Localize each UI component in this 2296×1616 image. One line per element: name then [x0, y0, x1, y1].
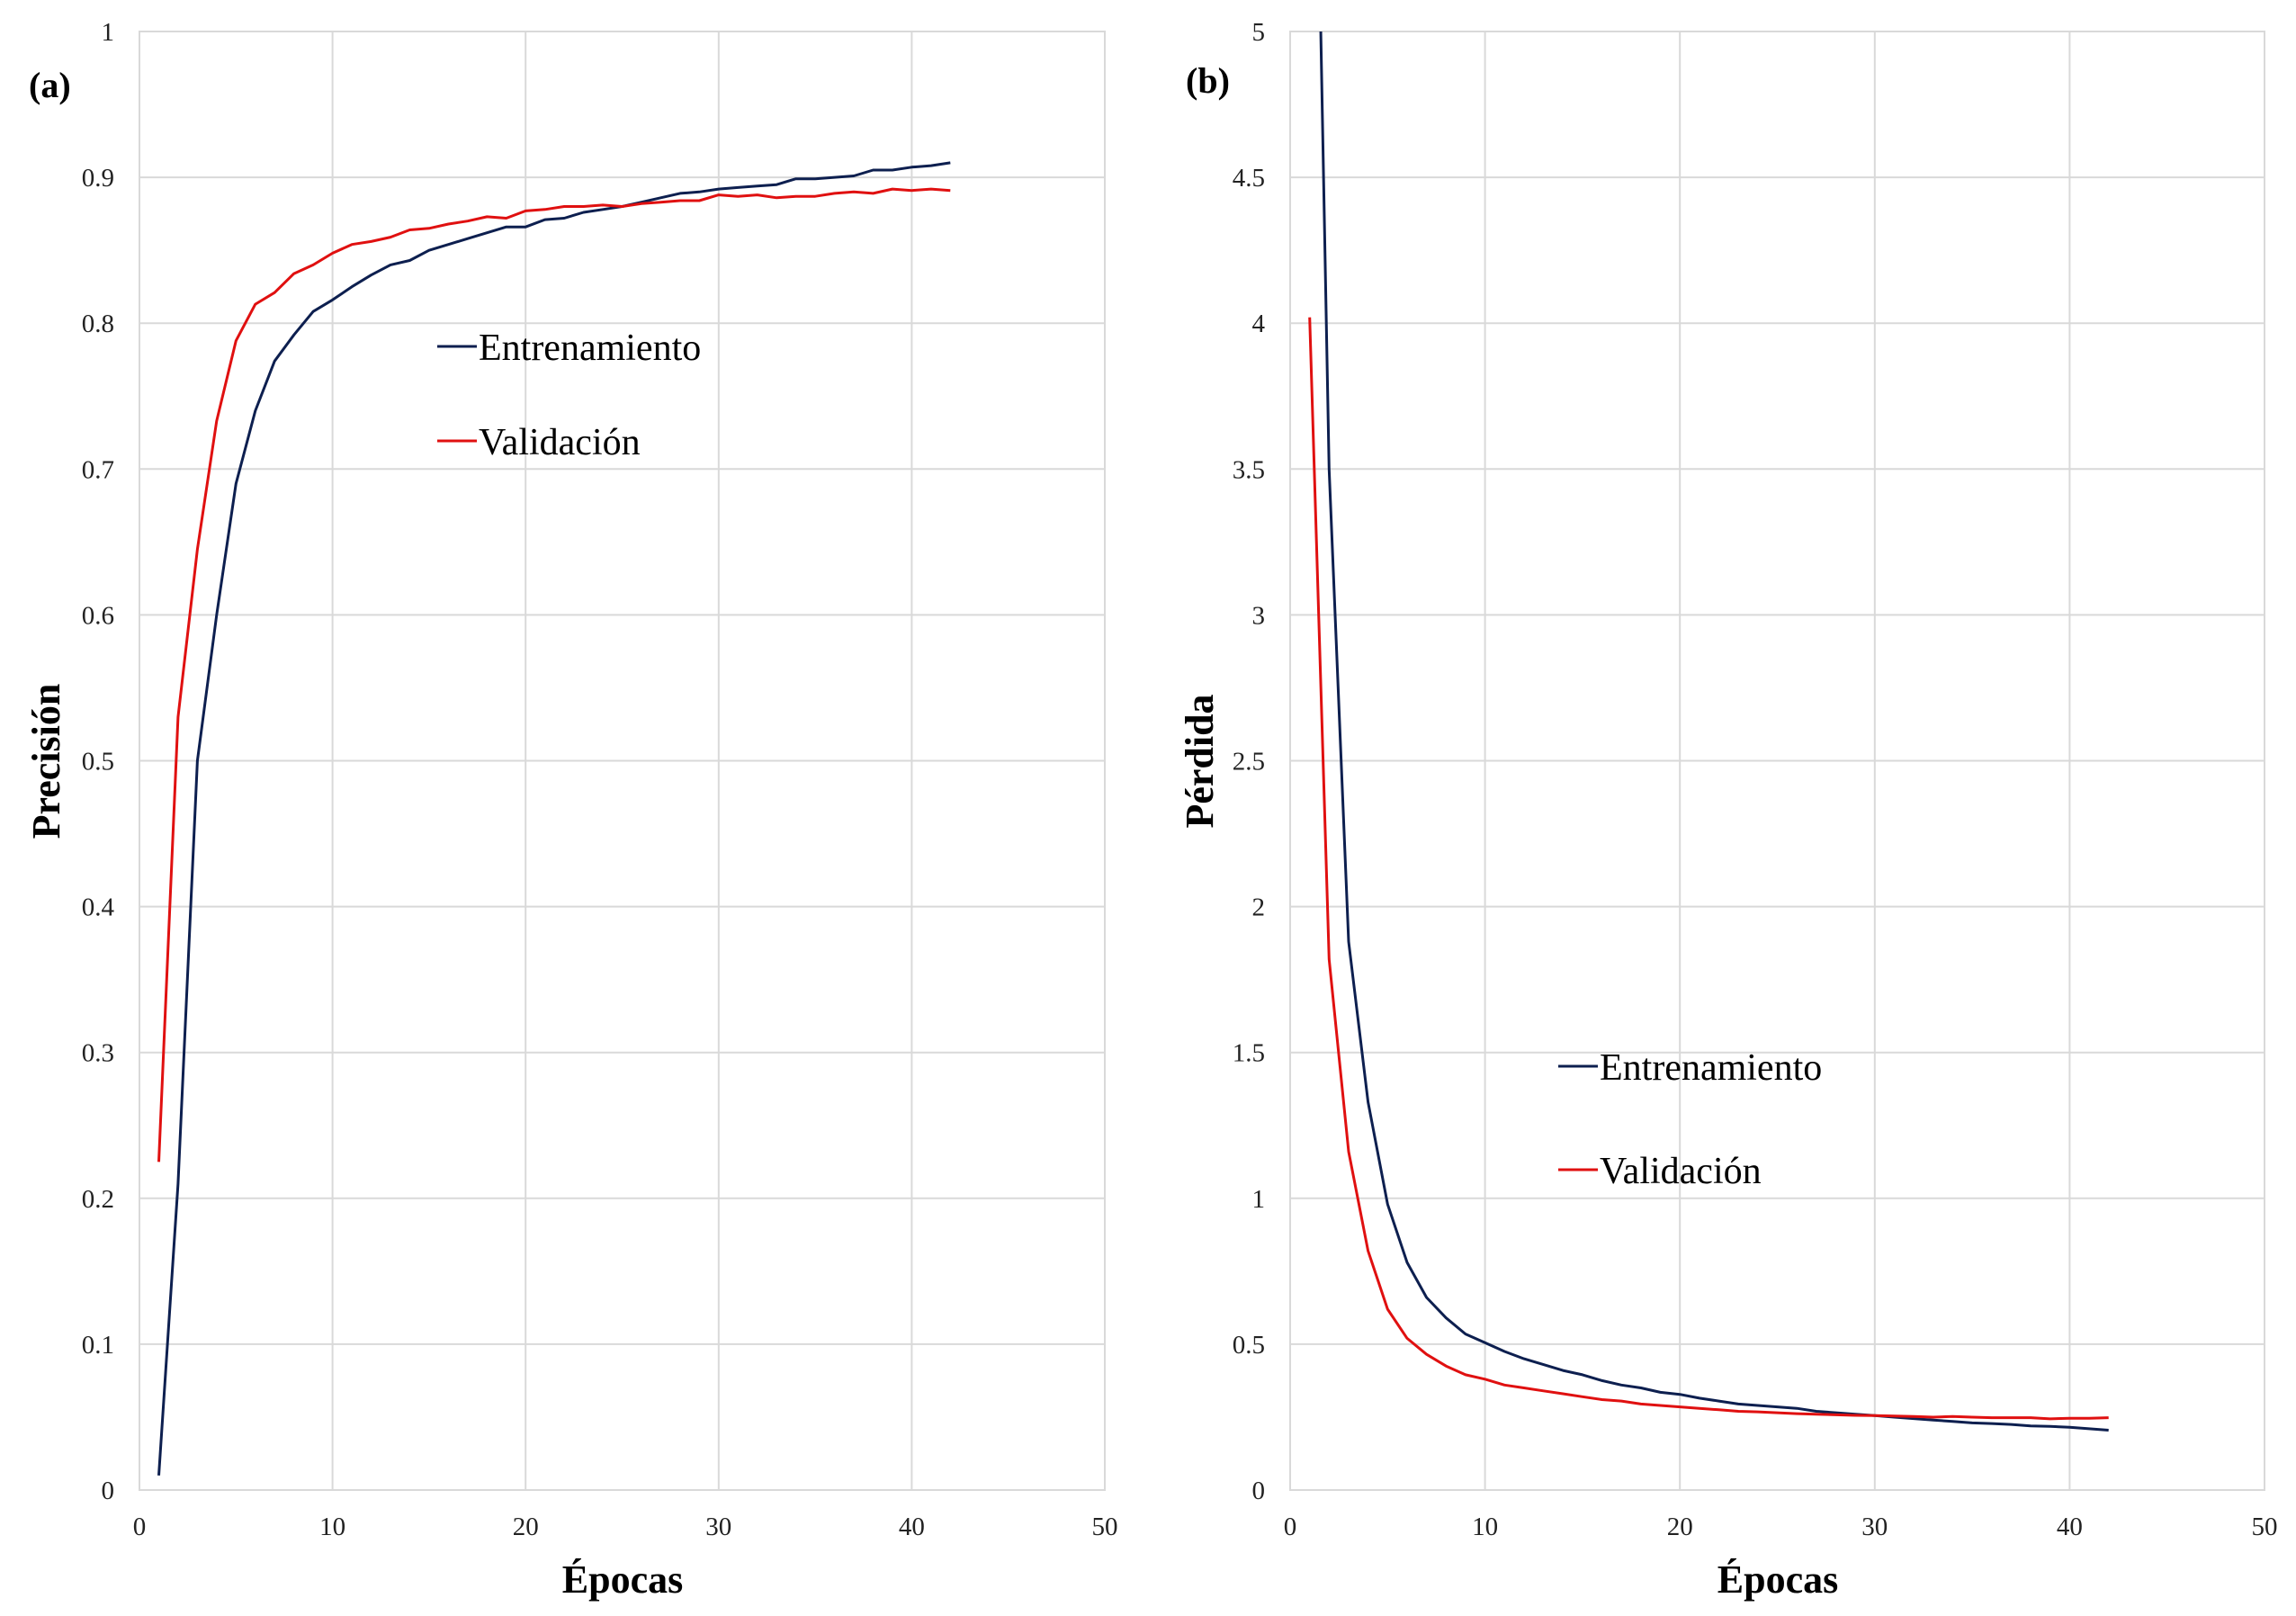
x-tick-label: 40 [2057, 1513, 2083, 1541]
y-tick-label: 0.9 [82, 164, 114, 193]
legend-label-entrenamiento: Entrenamiento [1600, 1047, 1822, 1089]
x-tick-label: 10 [319, 1513, 345, 1541]
x-tick-label: 30 [1861, 1513, 1888, 1541]
y-tick-label: 0.3 [82, 1039, 114, 1068]
x-tick-label: 0 [133, 1513, 147, 1541]
y-tick-label: 4 [1252, 310, 1266, 338]
panel-a-series [157, 161, 951, 1476]
y-tick-label: 0.5 [82, 748, 114, 777]
x-tick-label: 50 [2252, 1513, 2278, 1541]
panel-b-y-axis-title: Pérdida [1178, 694, 1222, 828]
panel-a-grid [139, 31, 1106, 1491]
panel-b-legend: Entrenamiento Validación [1558, 1047, 1822, 1192]
panel-a-legend: Entrenamiento Validación [437, 328, 701, 463]
panel-b-x-axis-title: Épocas [1718, 1558, 1838, 1602]
y-tick-label: 0.4 [82, 893, 115, 922]
legend-label-entrenamiento: Entrenamiento [479, 328, 701, 369]
panel-b: 00.511.522.533.544.550 10 20 30 40 50 (b) Pér… [1178, 18, 2278, 1602]
y-tick-label: 0.6 [82, 601, 114, 630]
panel-b-grid [1289, 31, 2265, 1491]
series-line-validacion [157, 187, 951, 1163]
y-tick-label: 0.2 [82, 1185, 114, 1214]
panel-a-ticks: 00.10.20.30.40.50.60.70.80.910 10 20 30 40 50 [82, 18, 1118, 1541]
panel-b-label: (b) [1186, 60, 1230, 101]
x-tick-label: 20 [513, 1513, 539, 1541]
panel-a: 00.10.20.30.40.50.60.70.80.910 10 20 30 40 50… [24, 18, 1118, 1602]
panel-b-ticks: 00.511.522.533.544.550 10 20 30 40 50 [1233, 18, 2278, 1541]
y-tick-label: 1.5 [1233, 1039, 1265, 1068]
y-tick-label: 0 [1252, 1477, 1266, 1505]
x-tick-label: 20 [1667, 1513, 1693, 1541]
y-tick-label: 5 [1252, 18, 1266, 47]
series-line-entrenamiento [157, 161, 951, 1476]
y-tick-label: 3.5 [1233, 455, 1265, 484]
y-tick-label: 0 [102, 1477, 115, 1505]
x-tick-label: 30 [705, 1513, 731, 1541]
legend-label-validacion: Validación [1600, 1151, 1762, 1192]
y-tick-label: 3 [1252, 601, 1266, 630]
y-tick-label: 1 [102, 18, 115, 47]
x-tick-label: 10 [1472, 1513, 1498, 1541]
y-tick-label: 0.7 [82, 455, 114, 484]
y-tick-label: 2 [1252, 893, 1266, 922]
y-tick-label: 0.5 [1233, 1331, 1265, 1360]
panel-a-x-axis-title: Épocas [562, 1558, 683, 1602]
x-tick-label: 0 [1284, 1513, 1297, 1541]
series-line-entrenamiento [1319, 31, 2109, 1432]
x-tick-label: 50 [1092, 1513, 1118, 1541]
panel-a-y-axis-title: Precisión [24, 684, 68, 839]
y-tick-label: 4.5 [1233, 164, 1265, 193]
legend-label-validacion: Validación [479, 422, 641, 463]
panel-a-label: (a) [29, 65, 71, 105]
x-tick-label: 40 [899, 1513, 925, 1541]
y-tick-label: 2.5 [1233, 748, 1265, 777]
panel-b-series [1308, 31, 2109, 1432]
y-tick-label: 1 [1252, 1185, 1266, 1214]
series-line-validacion [1308, 317, 2109, 1421]
y-tick-label: 0.8 [82, 310, 114, 338]
y-tick-label: 0.1 [82, 1331, 114, 1360]
